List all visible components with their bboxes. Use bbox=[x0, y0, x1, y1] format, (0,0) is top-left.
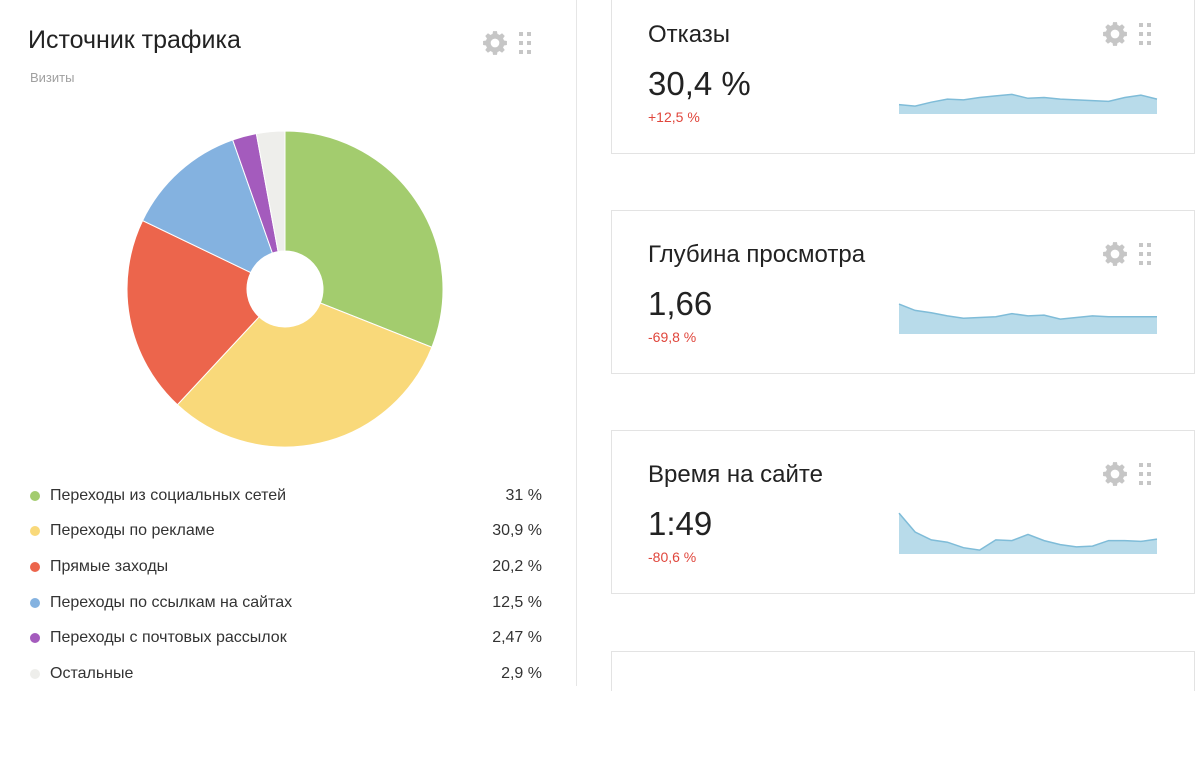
legend-label: Остальные bbox=[50, 664, 134, 682]
legend-value: 2,9 % bbox=[501, 664, 542, 682]
legend-label: Переходы из социальных сетей bbox=[50, 486, 287, 504]
sparkline-area bbox=[899, 94, 1157, 114]
metric-title: Время на сайте bbox=[648, 461, 823, 488]
legend-value: 20,2 % bbox=[492, 557, 542, 575]
legend-value: 31 % bbox=[505, 486, 542, 504]
metric-value: 30,4 % bbox=[648, 65, 751, 102]
metric-change: -80,6 % bbox=[648, 549, 697, 565]
metric-change: +12,5 % bbox=[648, 109, 700, 125]
metric-card: Отказы 30,4 % +12,5 % bbox=[611, 0, 1195, 154]
drag-handle-icon[interactable] bbox=[1138, 462, 1152, 486]
metric-sparkline bbox=[898, 512, 1158, 554]
metric-sparkline bbox=[898, 93, 1158, 114]
metric-title: Глубина просмотра bbox=[648, 241, 866, 268]
traffic-donut-chart bbox=[126, 130, 444, 448]
metric-card: Глубина просмотра 1,66 -69,8 % bbox=[611, 210, 1195, 374]
legend-color-dot bbox=[30, 633, 40, 644]
legend-value: 30,9 % bbox=[492, 522, 542, 540]
widget-subtitle: Визиты bbox=[30, 70, 75, 85]
legend-color-dot bbox=[30, 526, 40, 537]
widget-controls bbox=[1102, 461, 1152, 487]
pie-slice-5[interactable] bbox=[255, 130, 286, 253]
gear-icon[interactable] bbox=[1102, 21, 1128, 47]
traffic-source-widget: Источник трафика Визиты Переходы из соци… bbox=[0, 0, 577, 686]
pie-slice-2[interactable] bbox=[126, 219, 260, 406]
gear-icon[interactable] bbox=[1102, 461, 1128, 487]
legend-color-dot bbox=[30, 561, 40, 572]
legend-color-dot bbox=[30, 597, 40, 608]
sparkline-line bbox=[898, 93, 1158, 107]
legend-item[interactable]: Прямые заходы 20,2 % bbox=[30, 549, 542, 585]
sparkline-area bbox=[899, 513, 1157, 554]
legend-item[interactable]: Переходы с почтовых рассылок 2,47 % bbox=[30, 620, 542, 656]
drag-handle-icon[interactable] bbox=[1138, 242, 1152, 266]
gear-icon[interactable] bbox=[1102, 241, 1128, 267]
legend-color-dot bbox=[30, 668, 40, 679]
pie-slice-3[interactable] bbox=[141, 139, 274, 274]
legend-label: Прямые заходы bbox=[50, 557, 169, 575]
drag-handle-icon[interactable] bbox=[518, 31, 532, 55]
metric-change: -69,8 % bbox=[648, 329, 697, 345]
legend-item[interactable]: Остальные 2,9 % bbox=[30, 656, 542, 692]
legend-label: Переходы по ссылкам на сайтах bbox=[50, 593, 293, 611]
legend-item[interactable]: Переходы из социальных сетей 31 % bbox=[30, 478, 542, 514]
widget-controls bbox=[482, 30, 532, 56]
pie-slice-1[interactable] bbox=[176, 302, 433, 448]
metric-value: 1,66 bbox=[648, 285, 713, 322]
legend-item[interactable]: Переходы по ссылкам на сайтах 12,5 % bbox=[30, 585, 542, 621]
metric-sparkline bbox=[898, 303, 1157, 334]
legend-label: Переходы по рекламе bbox=[50, 522, 215, 540]
sparkline-line bbox=[898, 303, 1157, 320]
legend-label: Переходы с почтовых рассылок bbox=[50, 629, 287, 647]
metric-card-partial bbox=[611, 651, 1195, 691]
metric-title: Отказы bbox=[648, 21, 731, 48]
drag-handle-icon[interactable] bbox=[1138, 22, 1152, 46]
widget-controls bbox=[1102, 21, 1152, 47]
legend-item[interactable]: Переходы по рекламе 30,9 % bbox=[30, 514, 542, 550]
widget-controls bbox=[1102, 241, 1152, 267]
metric-card: Время на сайте 1:49 -80,6 % bbox=[611, 430, 1195, 594]
sparkline-area bbox=[899, 304, 1157, 334]
legend-value: 2,47 % bbox=[492, 629, 542, 647]
sparkline-line bbox=[898, 512, 1158, 551]
gear-icon[interactable] bbox=[482, 30, 508, 56]
pie-slice-0[interactable] bbox=[284, 130, 444, 348]
legend-color-dot bbox=[30, 490, 40, 501]
chart-legend: Переходы из социальных сетей 31 % Переходы… bbox=[30, 478, 542, 692]
legend-value: 12,5 % bbox=[492, 593, 542, 611]
metric-value: 1:49 bbox=[648, 505, 713, 542]
widget-title: Источник трафика bbox=[28, 26, 241, 54]
